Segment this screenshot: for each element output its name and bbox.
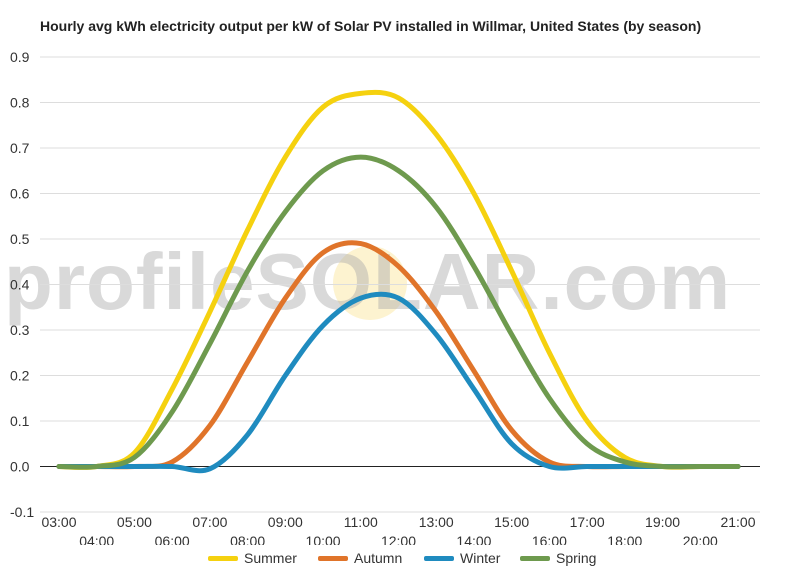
- x-tick-label: 04:00: [79, 533, 114, 545]
- y-tick-label: 0.2: [10, 368, 30, 384]
- x-tick-label: 21:00: [720, 514, 755, 530]
- legend-item-summer: Summer: [208, 549, 297, 567]
- y-tick-label: 0.1: [10, 413, 30, 429]
- y-tick-label: 0.3: [10, 322, 30, 338]
- x-tick-label: 09:00: [268, 514, 303, 530]
- x-tick-label: 08:00: [230, 533, 265, 545]
- x-tick-label: 20:00: [683, 533, 718, 545]
- series-line-spring: [56, 154, 741, 470]
- y-tick-label: 0.0: [10, 459, 30, 475]
- legend-swatch: [318, 555, 348, 561]
- legend-swatch: [424, 555, 454, 561]
- y-tick-label: 0.5: [10, 231, 30, 247]
- y-tick-label: 0.4: [10, 277, 30, 293]
- y-axis-ticks: 0.9 0.8 0.7 0.6 0.5 0.4 0.3 0.2 0.1 0.0 -0.1: [10, 49, 34, 520]
- legend-label: Summer: [244, 550, 297, 566]
- x-tick-label: 12:00: [381, 533, 416, 545]
- legend-item-spring: Spring: [520, 549, 596, 567]
- x-tick-label: 03:00: [41, 514, 76, 530]
- legend-label: Winter: [460, 550, 501, 566]
- x-axis-ticks: 03:0004:0005:0006:0007:0008:0009:0010:00…: [41, 514, 755, 545]
- x-tick-label: 05:00: [117, 514, 152, 530]
- line-chart: 0.9 0.8 0.7 0.6 0.5 0.4 0.3 0.2 0.1 0.0 -0.1 03:00…: [10, 49, 760, 545]
- legend-swatch: [520, 555, 550, 561]
- x-tick-label: 13:00: [419, 514, 454, 530]
- legend-item-winter: Winter: [424, 549, 500, 567]
- series-lines: [56, 89, 741, 474]
- y-tick-label: 0.6: [10, 186, 30, 202]
- y-tick-label: -0.1: [10, 504, 34, 520]
- legend-label: Autumn: [354, 550, 403, 566]
- x-tick-label: 10:00: [306, 533, 341, 545]
- x-tick-label: 16:00: [532, 533, 567, 545]
- chart-title: Hourly avg kWh electricity output per kW…: [40, 18, 702, 34]
- legend-item-autumn: Autumn: [318, 549, 402, 567]
- legend-swatch: [208, 555, 238, 561]
- series-line-winter: [56, 291, 741, 474]
- x-tick-label: 19:00: [645, 514, 680, 530]
- legend: Summer Autumn Winter Spring: [0, 549, 800, 567]
- x-tick-label: 06:00: [155, 533, 190, 545]
- x-tick-label: 11:00: [344, 514, 378, 530]
- y-tick-label: 0.8: [10, 95, 30, 111]
- watermark-text: profileSOLAR.com: [4, 237, 732, 326]
- x-tick-label: 17:00: [570, 514, 605, 530]
- x-tick-label: 14:00: [456, 533, 491, 545]
- watermark: profileSOLAR.com: [0, 236, 800, 346]
- series-line-summer: [56, 89, 741, 470]
- x-tick-label: 07:00: [192, 514, 227, 530]
- y-tick-label: 0.7: [10, 140, 30, 156]
- legend-label: Spring: [556, 550, 597, 566]
- x-tick-label: 18:00: [607, 533, 642, 545]
- y-tick-label: 0.9: [10, 49, 30, 65]
- series-line-autumn: [56, 240, 741, 470]
- x-tick-label: 15:00: [494, 514, 529, 530]
